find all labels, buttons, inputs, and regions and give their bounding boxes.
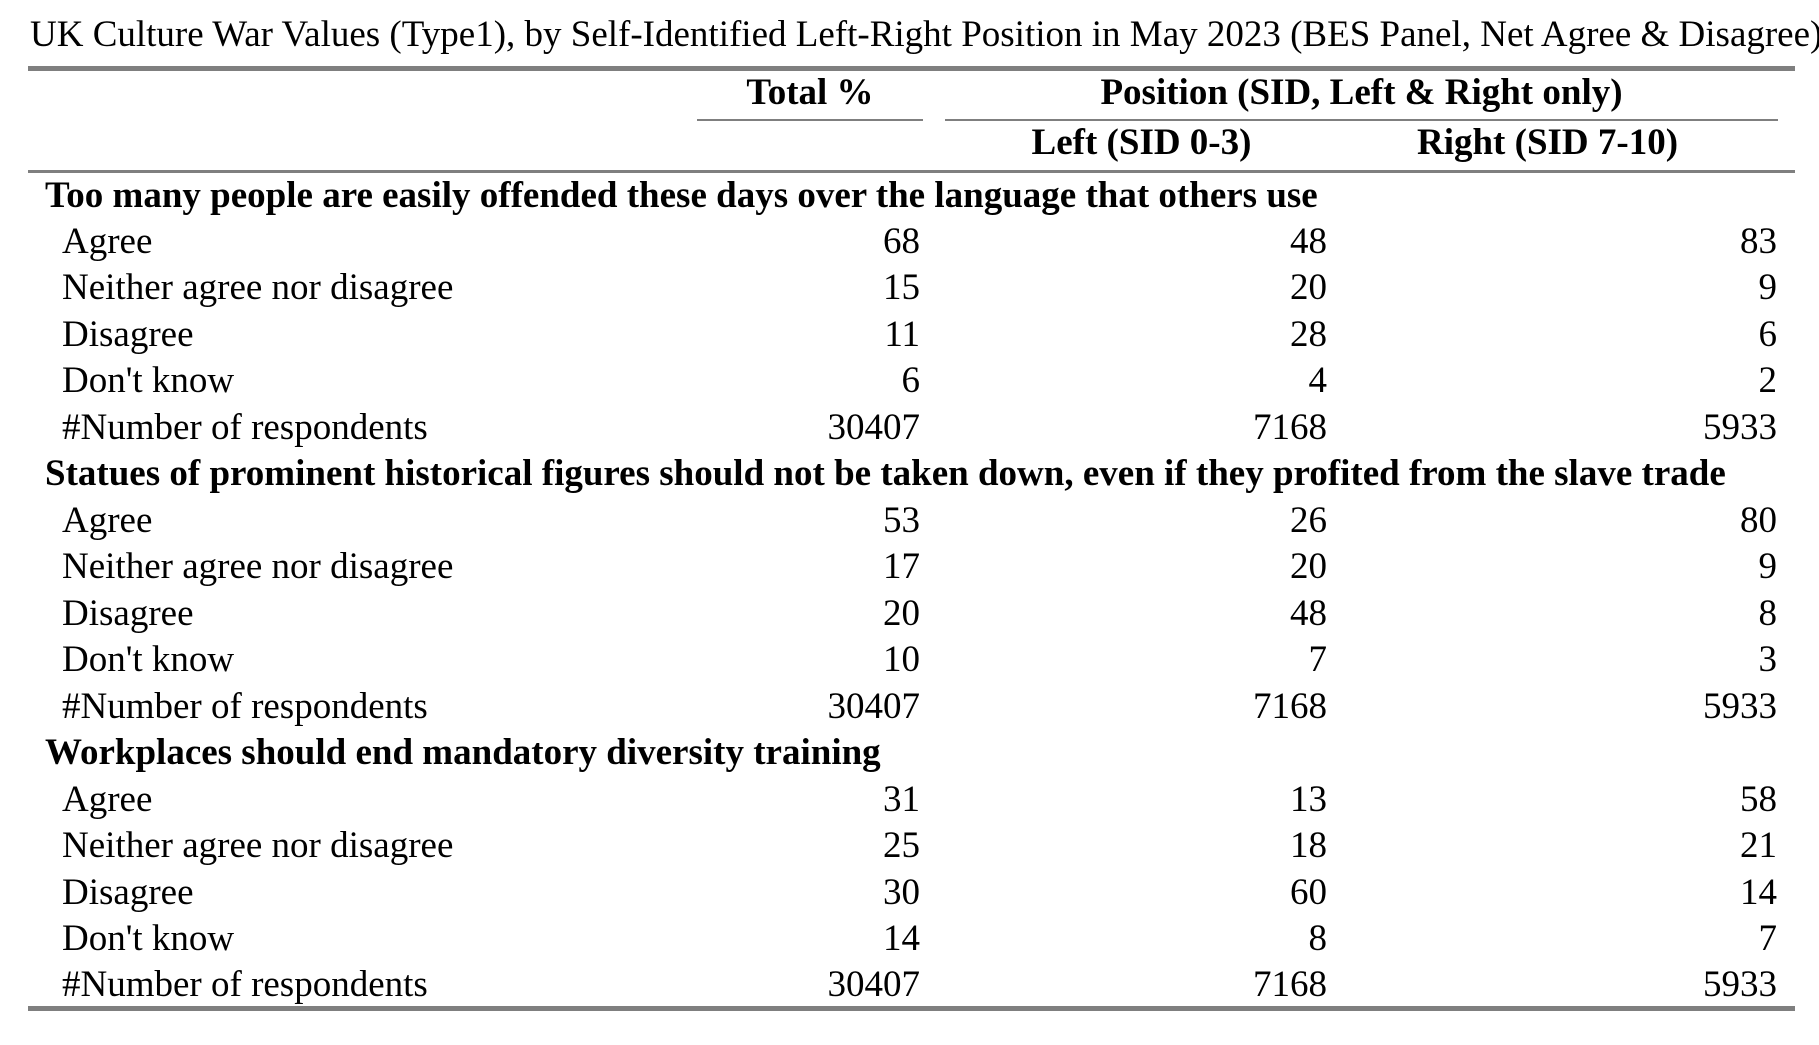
left-cell: 48 <box>1290 592 1327 634</box>
question-row: Workplaces should end mandatory diversit… <box>28 730 1795 777</box>
left-cell: 8 <box>1308 918 1328 960</box>
total-cell: 14 <box>883 918 920 960</box>
table-row: Neither agree nor disagree 25 18 21 <box>28 823 1795 870</box>
table-row: Neither agree nor disagree 15 20 9 <box>28 265 1795 312</box>
row-label: Neither agree nor disagree <box>62 267 454 309</box>
table-body: Too many people are easily offended thes… <box>28 172 1795 1009</box>
table-row: Don't know 14 8 7 <box>28 916 1795 963</box>
table-row: #Number of respondents 30407 7168 5933 <box>28 404 1795 451</box>
left-cell: 20 <box>1290 267 1327 309</box>
total-cell: 30 <box>883 871 920 913</box>
total-column-label: Total % <box>746 72 874 113</box>
row-label: Don't know <box>62 639 235 681</box>
left-cell: 7168 <box>1253 963 1327 1005</box>
total-cell: 10 <box>883 639 920 681</box>
table-row: Disagree 20 48 8 <box>28 590 1795 637</box>
right-cell: 5933 <box>1703 685 1777 727</box>
right-cell: 21 <box>1740 825 1777 867</box>
total-cell: 53 <box>883 499 920 541</box>
right-cell: 9 <box>1758 267 1778 309</box>
total-cell: 68 <box>883 220 920 262</box>
table-row: Agree 53 26 80 <box>28 497 1795 544</box>
position-group-label: Position (SID, Left & Right only) <box>1100 72 1623 113</box>
question-row: Too many people are easily offended thes… <box>28 172 1795 219</box>
row-label: Disagree <box>62 313 194 355</box>
table-title: UK Culture War Values (Type1), by Self-I… <box>30 14 1819 55</box>
row-label: Don't know <box>62 360 235 402</box>
total-cell: 30407 <box>827 685 921 727</box>
row-label: #Number of respondents <box>62 685 428 727</box>
question-label: Too many people are easily offended thes… <box>45 175 1318 216</box>
table-row: #Number of respondents 30407 7168 5933 <box>28 683 1795 730</box>
left-cell: 13 <box>1290 778 1327 820</box>
total-cell: 20 <box>883 592 920 634</box>
left-cell: 7168 <box>1253 685 1327 727</box>
left-cell: 26 <box>1290 499 1327 541</box>
right-cell: 5933 <box>1703 406 1777 448</box>
table-row: Don't know 6 4 2 <box>28 358 1795 405</box>
total-cell: 11 <box>884 313 920 355</box>
row-label: #Number of respondents <box>62 406 428 448</box>
table-row: #Number of respondents 30407 7168 5933 <box>28 962 1795 1009</box>
column-header-right-sid: Right (SID 7-10) <box>1416 122 1679 163</box>
table-row: Disagree 11 28 6 <box>28 311 1795 358</box>
right-cell: 5933 <box>1703 963 1777 1005</box>
right-cell: 80 <box>1740 499 1777 541</box>
left-cell: 18 <box>1290 825 1327 867</box>
survey-results-table: Total % Position (SID, Left & Right only… <box>28 66 1795 1011</box>
table-row: Don't know 10 7 3 <box>28 637 1795 684</box>
row-label: Agree <box>62 220 153 262</box>
total-cell: 30407 <box>827 406 921 448</box>
row-label: Disagree <box>62 592 194 634</box>
column-header-total: Total % <box>697 69 923 121</box>
total-column-underline: Total % <box>697 71 923 121</box>
row-label: Neither agree nor disagree <box>62 825 454 867</box>
column-group-header-position: Position (SID, Left & Right only) <box>923 69 1795 121</box>
row-label: Agree <box>62 499 153 541</box>
header-row-groups: Total % Position (SID, Left & Right only… <box>28 69 1795 122</box>
left-cell: 48 <box>1290 220 1327 262</box>
right-cell: 7 <box>1758 918 1778 960</box>
right-cell: 83 <box>1740 220 1777 262</box>
question-label: Statues of prominent historical figures … <box>45 453 1726 495</box>
spacer-cell <box>28 121 697 172</box>
table-row: Agree 31 13 58 <box>28 776 1795 823</box>
left-cell: 4 <box>1308 360 1328 402</box>
right-cell: 58 <box>1740 778 1777 820</box>
column-header-left-sid: Left (SID 0-3) <box>1031 122 1252 163</box>
table-row: Disagree 30 60 14 <box>28 869 1795 916</box>
right-cell: 8 <box>1758 592 1778 634</box>
total-cell: 6 <box>901 360 921 402</box>
spacer-cell <box>697 121 923 172</box>
left-cell: 7168 <box>1253 406 1327 448</box>
row-label: Neither agree nor disagree <box>62 546 454 588</box>
left-cell: 20 <box>1290 546 1327 588</box>
header-row-subcolumns: Left (SID 0-3) Right (SID 7-10) <box>28 121 1795 172</box>
right-cell: 3 <box>1758 639 1778 681</box>
row-label: Don't know <box>62 918 235 960</box>
total-cell: 30407 <box>827 963 921 1005</box>
total-cell: 15 <box>883 267 920 309</box>
total-cell: 25 <box>883 825 920 867</box>
left-cell: 28 <box>1290 313 1327 355</box>
right-cell: 2 <box>1758 360 1778 402</box>
right-cell: 14 <box>1740 871 1777 913</box>
position-group-underline: Position (SID, Left & Right only) <box>945 71 1778 121</box>
total-cell: 17 <box>883 546 920 588</box>
left-cell: 60 <box>1290 871 1327 913</box>
spacer-cell <box>28 69 697 122</box>
table-row: Agree 68 48 83 <box>28 218 1795 265</box>
right-cell: 9 <box>1758 546 1778 588</box>
row-label: #Number of respondents <box>62 963 428 1005</box>
left-cell: 7 <box>1308 639 1328 681</box>
table-header: Total % Position (SID, Left & Right only… <box>28 69 1795 172</box>
right-cell: 6 <box>1758 313 1778 355</box>
row-label: Disagree <box>62 871 194 913</box>
total-cell: 31 <box>883 778 920 820</box>
question-label: Workplaces should end mandatory diversit… <box>45 732 881 774</box>
table-row: Neither agree nor disagree 17 20 9 <box>28 544 1795 591</box>
question-row: Statues of prominent historical figures … <box>28 451 1795 498</box>
row-label: Agree <box>62 778 153 820</box>
